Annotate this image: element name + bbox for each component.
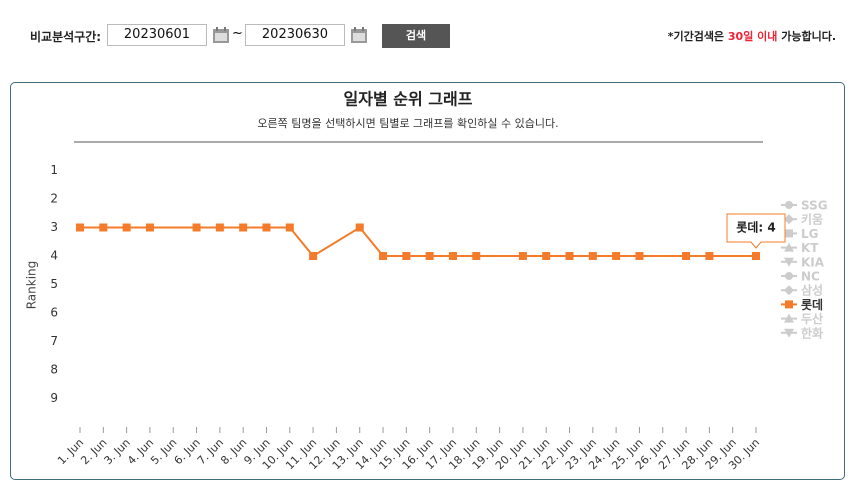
period-label: 비교분석구간:: [30, 30, 102, 44]
calendar-icon[interactable]: [350, 26, 368, 44]
y-tick-label: 4: [50, 249, 58, 263]
point: [542, 252, 551, 260]
legend-label: 키움: [801, 212, 823, 227]
y-tick-label: 6: [50, 306, 58, 320]
legend-label: LG: [801, 227, 819, 241]
point: [309, 252, 318, 260]
legend-symbol: [784, 242, 794, 252]
legend-symbol: [784, 313, 794, 323]
legend-label: 삼성: [801, 283, 823, 298]
y-tick-label: 2: [50, 192, 58, 206]
search-button[interactable]: 검색: [382, 24, 450, 48]
point: [145, 223, 154, 232]
start-date[interactable]: 20230601: [107, 24, 207, 46]
point: [565, 252, 574, 260]
point: [612, 252, 621, 260]
legend-label: KT: [801, 241, 819, 255]
legend-label: 한화: [801, 325, 823, 340]
point: [472, 252, 481, 260]
point: [99, 223, 108, 232]
chart-box: [10, 82, 845, 480]
y-tick-label: 9: [50, 391, 58, 405]
point: [239, 223, 248, 232]
tooltip-text: 롯데: 4: [736, 220, 775, 235]
search-bar: 비교분석구간: 20230601 ~ 20230630 검색 *기간검색은 30…: [0, 0, 853, 70]
note: *기간검색은 30일 이내 가능합니다.: [668, 28, 836, 44]
legend-symbol: [785, 300, 793, 309]
legend-symbol: [784, 214, 794, 225]
point: [448, 252, 457, 260]
end-date[interactable]: 20230630: [245, 24, 345, 46]
legend-label: 두산: [801, 311, 823, 326]
point: [379, 252, 388, 260]
y-axis-title: Ranking: [25, 261, 39, 310]
tooltip-box: [726, 213, 786, 249]
point: [705, 252, 714, 260]
note-text: *기간검색은: [667, 30, 728, 43]
legend-symbol: [784, 328, 794, 338]
point: [285, 223, 294, 232]
note-text: 가능합니다.: [777, 30, 836, 43]
point: [518, 252, 527, 260]
y-tick-label: 7: [50, 334, 58, 348]
legend-symbol: [785, 272, 793, 280]
point: [635, 252, 644, 260]
y-tick-label: 8: [50, 363, 58, 377]
point: [425, 252, 434, 260]
point: [122, 223, 131, 232]
legend-symbol: [784, 257, 794, 267]
point: [355, 223, 364, 232]
note-highlight: 30일 이내: [727, 30, 778, 43]
point: [588, 252, 597, 260]
chart-title: 일자별 순위 그래프: [344, 90, 473, 109]
point: [682, 252, 691, 260]
y-tick-label: 1: [50, 163, 58, 177]
legend-label: NC: [801, 270, 820, 284]
legend-symbol: [784, 285, 794, 296]
legend-label: 롯데: [801, 297, 823, 312]
tilde: ~: [232, 26, 243, 41]
point: [76, 223, 84, 232]
point: [192, 223, 201, 232]
point: [402, 252, 411, 260]
legend-label: SSG: [801, 199, 828, 213]
point: [215, 223, 224, 232]
chart-subtitle: 오른쪽 팀명을 선택하시면 팀별로 그래프를 확인하실 수 있습니다.: [257, 116, 558, 130]
point: [752, 252, 760, 260]
y-tick-label: 3: [50, 220, 58, 234]
legend-symbol: [785, 229, 793, 238]
legend-label: KIA: [801, 255, 825, 269]
series-line: [80, 226, 756, 258]
calendar-icon[interactable]: [212, 26, 230, 44]
point: [262, 223, 271, 232]
legend-symbol: [785, 201, 793, 209]
y-tick-label: 5: [50, 277, 58, 291]
